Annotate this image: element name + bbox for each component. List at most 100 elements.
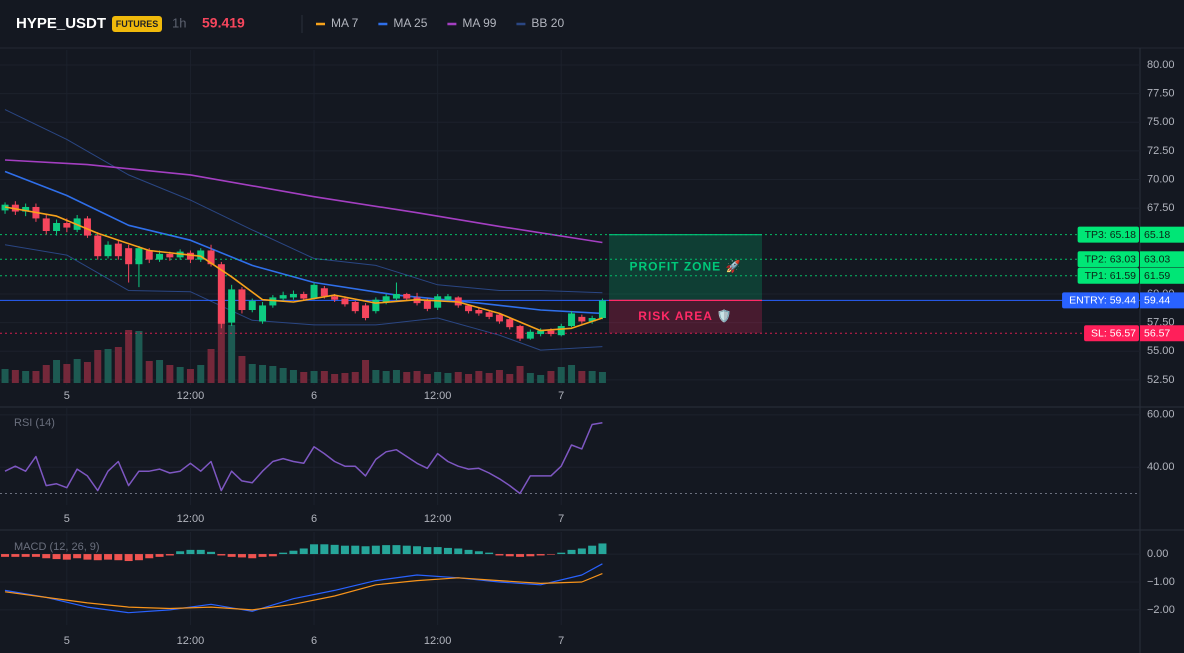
volume-bar: [403, 372, 411, 383]
bb-upper: [4, 109, 603, 294]
histogram-bar: [505, 554, 514, 557]
y-tick-label: 75.00: [1147, 116, 1175, 128]
candle-body: [578, 316, 586, 322]
candle-body: [104, 244, 112, 257]
y-tick-label: 80.00: [1147, 59, 1175, 71]
candle-body: [557, 326, 565, 336]
histogram-bar: [83, 554, 92, 560]
volume-bar: [207, 349, 215, 383]
y-tick-label: 67.50: [1147, 202, 1175, 214]
volume-bar: [454, 372, 462, 383]
volume-bar: [186, 369, 194, 383]
volume-bar: [588, 371, 596, 383]
candle-body: [279, 295, 287, 299]
volume-bar: [506, 374, 514, 383]
level-tag-bg: [1062, 292, 1139, 309]
zone-label: PROFIT ZONE 🚀: [630, 260, 742, 274]
level-tag: TP1: 61.59: [1085, 270, 1137, 282]
candle-body: [382, 296, 390, 302]
x-tick-label: 12:00: [177, 390, 205, 402]
histogram-bar: [361, 546, 370, 555]
candle-body: [197, 250, 205, 260]
histogram-bar: [567, 549, 576, 555]
price-tag-bg: [1140, 267, 1184, 284]
histogram-bar: [52, 554, 61, 560]
price-tag: 59.44: [1144, 295, 1170, 307]
volume-bar: [11, 370, 19, 383]
volume-bar: [475, 371, 483, 383]
histogram-bar: [11, 554, 20, 557]
histogram-bar: [207, 551, 216, 555]
histogram-bar: [165, 554, 174, 556]
x-tick-label: 5: [64, 513, 70, 525]
price-tag-bg: [1140, 292, 1184, 309]
histogram-bar: [268, 554, 277, 557]
price-tag: 63.03: [1144, 254, 1170, 266]
zone: [609, 234, 762, 301]
histogram-bar: [495, 554, 504, 556]
price-tag-bg: [1140, 226, 1184, 243]
candle-body: [300, 293, 308, 299]
candle-body: [372, 299, 380, 312]
rsi-line: [4, 421, 603, 495]
legend-label: MA 99: [462, 16, 496, 30]
interval[interactable]: 1h: [172, 15, 186, 30]
volume-bar: [217, 303, 225, 383]
candle-body: [465, 305, 473, 312]
histogram-bar: [42, 554, 51, 559]
histogram-bar: [186, 549, 195, 555]
level-tag-bg: [1077, 267, 1139, 284]
candle-body: [475, 310, 483, 314]
candle-body: [547, 330, 555, 335]
y-tick-label: 77.50: [1147, 88, 1175, 100]
level-tag-bg: [1084, 325, 1139, 342]
volume-bar: [53, 360, 61, 383]
histogram-bar: [588, 545, 597, 555]
histogram-bar: [413, 546, 422, 555]
candle-body: [351, 301, 359, 312]
y-tick-label: 55.00: [1147, 345, 1175, 357]
histogram-bar: [516, 554, 525, 557]
histogram-bar: [237, 554, 246, 558]
y-tick-label: 0.00: [1147, 548, 1168, 560]
ma-line: [4, 206, 603, 332]
histogram-bar: [104, 554, 113, 560]
volume-bar: [392, 370, 400, 383]
volume-bar: [578, 371, 586, 383]
candle-body: [331, 296, 339, 300]
y-tick-label: −1.00: [1147, 576, 1175, 588]
volume-bar: [114, 347, 122, 383]
histogram-bar: [536, 554, 545, 556]
histogram-bar: [114, 554, 123, 561]
candle-body: [259, 305, 267, 322]
histogram-bar: [526, 554, 535, 557]
candle-body: [537, 330, 545, 335]
histogram-bar: [464, 549, 473, 555]
histogram-bar: [279, 552, 288, 555]
histogram-bar: [258, 554, 267, 557]
candle-body: [217, 264, 225, 324]
histogram-bar: [557, 552, 566, 555]
symbol[interactable]: HYPE_USDT: [16, 15, 106, 32]
ma-line: [4, 170, 603, 315]
bb-lower: [4, 244, 603, 351]
x-tick-label: 5: [64, 390, 70, 402]
candle-body: [53, 222, 61, 232]
candle-body: [83, 218, 91, 236]
volume-bar: [598, 372, 606, 383]
volume-bar: [73, 359, 81, 383]
histogram-bar: [289, 550, 298, 555]
volume-bar: [547, 371, 555, 383]
level-tag: TP2: 63.03: [1085, 254, 1137, 266]
candle-body: [568, 313, 576, 327]
histogram-bar: [134, 554, 143, 561]
candle-body: [495, 314, 503, 322]
volume-bar: [351, 372, 359, 383]
histogram-bar: [299, 548, 308, 555]
candle-body: [506, 319, 514, 328]
volume-bar: [238, 356, 246, 383]
histogram-bar: [423, 547, 432, 555]
volume-bar: [516, 366, 524, 383]
candle-body: [22, 206, 30, 212]
